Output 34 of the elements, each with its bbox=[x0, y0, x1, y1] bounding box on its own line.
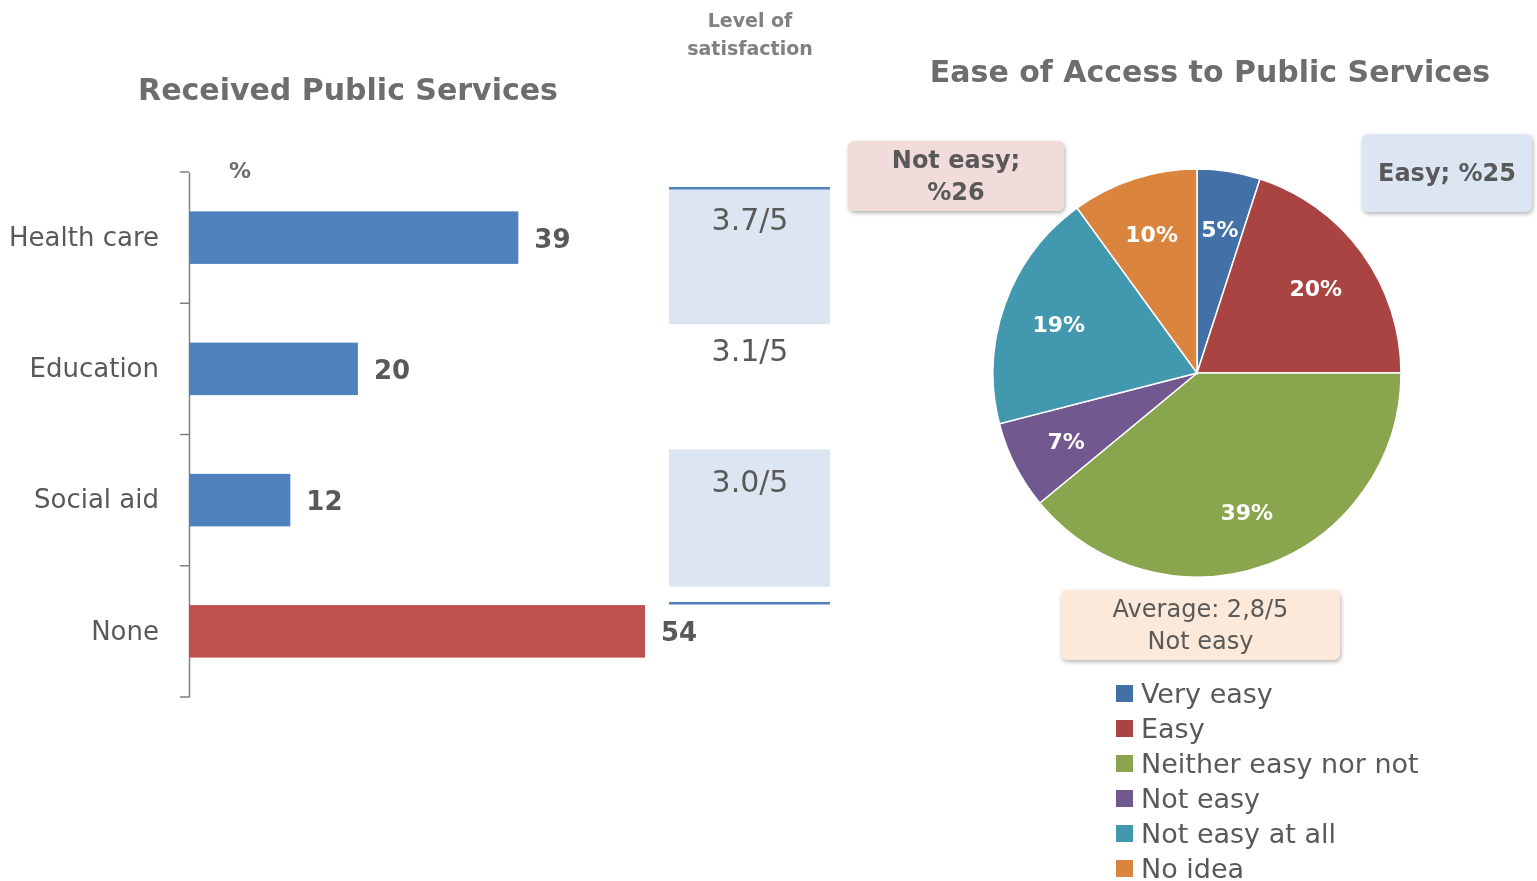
y-tick-label: Social aid bbox=[33, 484, 159, 515]
data-label: 12 bbox=[306, 486, 343, 517]
data-label: 54 bbox=[661, 617, 698, 648]
annotation: % bbox=[228, 158, 252, 183]
legend-label: Not easy bbox=[1141, 783, 1261, 814]
text: 3.0/5 bbox=[711, 464, 789, 500]
text: 3.1/5 bbox=[711, 332, 789, 368]
data-label: 39% bbox=[1220, 500, 1274, 526]
data-label: 19% bbox=[1032, 312, 1086, 338]
legend-label: Very easy bbox=[1141, 678, 1273, 709]
legend-label: Not easy at all bbox=[1141, 818, 1336, 849]
chart-title: Received Public Services bbox=[138, 72, 558, 107]
chart-title: Ease of Access to Public Services bbox=[929, 54, 1491, 89]
text: Level of satisfaction bbox=[687, 9, 813, 59]
bar bbox=[189, 342, 358, 396]
text: Easy; %25 bbox=[1378, 159, 1516, 187]
data-label: 5% bbox=[1201, 216, 1239, 242]
legend-label: No idea bbox=[1141, 853, 1245, 881]
y-tick-label: Health care bbox=[9, 221, 159, 252]
data-label: 20% bbox=[1289, 275, 1343, 301]
y-tick-label: Education bbox=[29, 353, 159, 384]
legend-label: Easy bbox=[1141, 713, 1205, 744]
text: 3.7/5 bbox=[711, 201, 789, 237]
data-label: 39 bbox=[534, 223, 571, 254]
bar bbox=[189, 473, 291, 527]
data-label: 7% bbox=[1047, 428, 1085, 454]
y-tick-label: None bbox=[91, 615, 159, 646]
text: Average: 2,8/5 Not easy bbox=[1112, 595, 1289, 655]
data-label: 10% bbox=[1125, 222, 1178, 248]
bar bbox=[189, 605, 645, 658]
bar bbox=[189, 211, 519, 264]
data-label: 20 bbox=[373, 354, 411, 385]
text: Not easy; %26 bbox=[891, 146, 1021, 206]
legend-label: Neither easy nor not bbox=[1141, 748, 1419, 779]
